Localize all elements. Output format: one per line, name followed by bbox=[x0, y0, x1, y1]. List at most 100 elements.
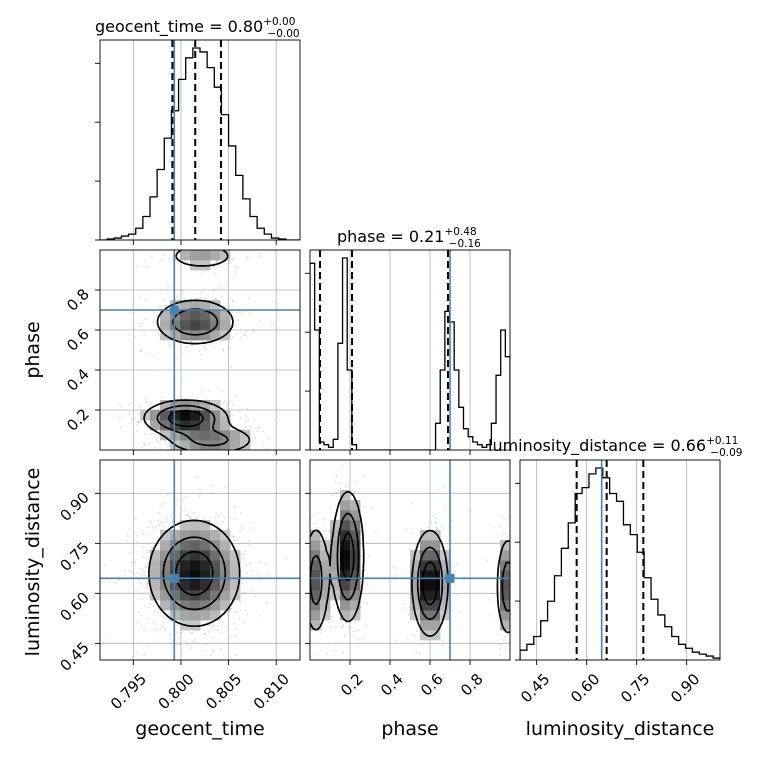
sample-point bbox=[411, 502, 414, 505]
sample-point bbox=[224, 486, 227, 489]
density-cell bbox=[430, 580, 441, 591]
sample-point bbox=[441, 644, 444, 647]
sample-point bbox=[441, 525, 443, 527]
sample-point bbox=[272, 323, 275, 326]
sample-point bbox=[216, 455, 218, 457]
sample-point bbox=[432, 515, 435, 517]
sample-point bbox=[138, 421, 140, 423]
histogram-steps bbox=[310, 257, 510, 450]
sample-point bbox=[247, 419, 250, 422]
sample-point bbox=[143, 443, 146, 446]
sample-point bbox=[233, 622, 236, 625]
sample-point bbox=[191, 640, 194, 643]
sample-point bbox=[435, 526, 438, 529]
sample-point bbox=[153, 621, 156, 623]
sample-point bbox=[212, 290, 215, 293]
sample-point bbox=[454, 586, 457, 589]
sample-point bbox=[220, 295, 223, 298]
sample-point bbox=[301, 587, 303, 589]
density-cell bbox=[190, 620, 201, 631]
sample-point bbox=[248, 527, 251, 530]
sample-point bbox=[337, 489, 340, 492]
sample-point bbox=[195, 517, 198, 520]
sample-point bbox=[525, 610, 527, 612]
density-panel-phase-vs-luminosity-distance: 0.2 0.4 0.6 0.8 bbox=[301, 459, 527, 700]
sample-point bbox=[327, 621, 330, 624]
sample-point bbox=[235, 627, 238, 630]
sample-point bbox=[491, 527, 494, 529]
sample-point bbox=[257, 425, 260, 428]
sample-point bbox=[185, 495, 188, 498]
sample-point bbox=[259, 560, 261, 563]
sample-point bbox=[235, 654, 237, 657]
contour-line bbox=[148, 519, 241, 628]
sample-point bbox=[328, 530, 331, 533]
sample-point bbox=[211, 528, 214, 530]
sample-point bbox=[354, 621, 357, 624]
density-cell bbox=[420, 620, 431, 631]
sample-point bbox=[153, 320, 155, 323]
sample-point bbox=[253, 417, 256, 420]
sample-point bbox=[407, 621, 410, 623]
sample-point bbox=[264, 563, 267, 566]
sample-point bbox=[118, 416, 121, 419]
sample-point bbox=[192, 511, 195, 514]
sample-point bbox=[139, 296, 142, 299]
sample-point bbox=[334, 602, 337, 604]
sample-point bbox=[504, 636, 507, 638]
sample-point bbox=[167, 285, 170, 287]
sample-point bbox=[246, 424, 248, 427]
axes-frame bbox=[309, 459, 511, 661]
sample-point bbox=[163, 254, 165, 256]
sample-point bbox=[188, 517, 191, 519]
density-cell bbox=[220, 320, 231, 331]
density-cell bbox=[310, 540, 321, 551]
sample-point bbox=[176, 631, 178, 634]
density-cell bbox=[190, 250, 201, 261]
sample-point bbox=[216, 453, 218, 455]
sample-point bbox=[144, 318, 147, 321]
sample-point bbox=[234, 634, 237, 637]
sample-point bbox=[191, 631, 194, 634]
sample-point bbox=[512, 626, 514, 628]
sample-point bbox=[216, 287, 219, 289]
sample-point bbox=[141, 322, 144, 325]
sample-point bbox=[306, 605, 308, 607]
sample-point bbox=[510, 554, 512, 556]
density-cell bbox=[220, 580, 231, 591]
density-cell bbox=[160, 550, 171, 561]
sample-point bbox=[328, 507, 331, 509]
density-cell bbox=[310, 600, 321, 611]
sample-point bbox=[334, 479, 337, 482]
sample-point bbox=[305, 476, 307, 478]
sample-point bbox=[224, 626, 227, 629]
density-cell bbox=[340, 520, 351, 531]
sample-point bbox=[157, 519, 160, 522]
x-tick-label: 0.8 bbox=[457, 670, 487, 700]
sample-point bbox=[132, 311, 135, 314]
sample-point bbox=[165, 518, 168, 521]
density-cell bbox=[440, 560, 451, 571]
sample-point bbox=[209, 517, 211, 520]
density-cell bbox=[220, 440, 231, 450]
density-cell bbox=[410, 600, 421, 611]
sample-point bbox=[144, 464, 146, 466]
contour-line bbox=[162, 536, 227, 611]
density-cell bbox=[410, 590, 421, 601]
sample-point bbox=[304, 544, 306, 546]
sample-point bbox=[134, 245, 136, 247]
sample-point bbox=[156, 436, 159, 439]
sample-point bbox=[165, 520, 168, 523]
sample-point bbox=[159, 503, 162, 506]
sample-point bbox=[187, 644, 190, 647]
density-cell bbox=[160, 590, 171, 601]
sample-point bbox=[241, 557, 244, 560]
sample-point bbox=[249, 561, 251, 564]
sample-point bbox=[186, 514, 189, 516]
density-cell bbox=[160, 600, 171, 611]
density-cell bbox=[430, 620, 441, 631]
density-cell bbox=[200, 600, 211, 611]
sample-point bbox=[180, 289, 183, 292]
sample-point bbox=[169, 638, 171, 641]
density-cell bbox=[210, 300, 221, 311]
